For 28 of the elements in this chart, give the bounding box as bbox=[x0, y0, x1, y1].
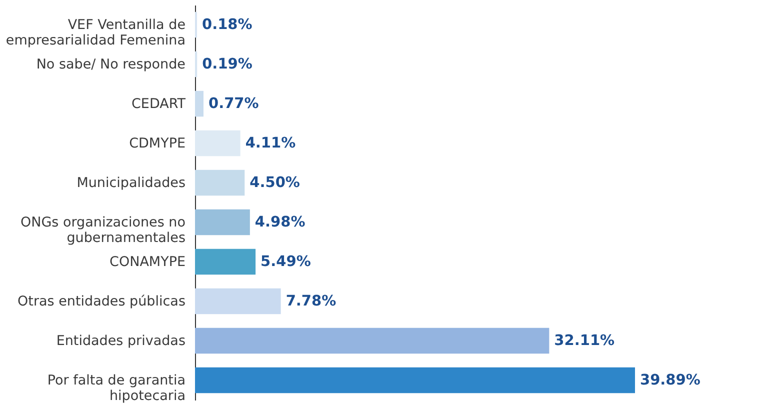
y-tick-label: Otras entidades públicas bbox=[18, 293, 186, 310]
y-tick-label: CEDART bbox=[132, 96, 186, 112]
y-tick-label: CDMYPE bbox=[129, 135, 186, 152]
bar bbox=[195, 170, 245, 196]
y-tick-label: VEF Ventanilla de empresarialidad Femenina bbox=[6, 16, 186, 48]
data-label: 39.89% bbox=[640, 372, 701, 388]
data-label: 0.19% bbox=[202, 56, 253, 72]
y-tick-label: CONAMYPE bbox=[110, 254, 186, 270]
y-tick-label: Entidades privadas bbox=[56, 332, 186, 349]
bar bbox=[195, 288, 281, 314]
data-label: 7.78% bbox=[286, 293, 337, 310]
bar bbox=[195, 328, 550, 354]
data-label: 0.77% bbox=[208, 96, 260, 112]
y-tick-label: ONGs organizaciones no gubernamentales bbox=[20, 214, 186, 246]
data-label: 4.98% bbox=[254, 214, 306, 230]
data-label: 4.11% bbox=[245, 135, 296, 152]
bar bbox=[195, 367, 635, 394]
bar bbox=[195, 130, 240, 156]
bar bbox=[195, 90, 204, 117]
data-label: 5.49% bbox=[260, 254, 312, 270]
bar bbox=[195, 209, 250, 236]
y-tick-label: Por falta de garantia hipotecaria bbox=[47, 372, 186, 404]
y-tick-label: No sabe/ No responde bbox=[36, 56, 186, 72]
data-label: 32.11% bbox=[554, 332, 616, 349]
bar bbox=[195, 248, 256, 275]
y-tick-label: Municipalidades bbox=[76, 174, 186, 191]
data-label: 4.50% bbox=[250, 174, 300, 191]
data-label: 0.18% bbox=[202, 16, 253, 33]
